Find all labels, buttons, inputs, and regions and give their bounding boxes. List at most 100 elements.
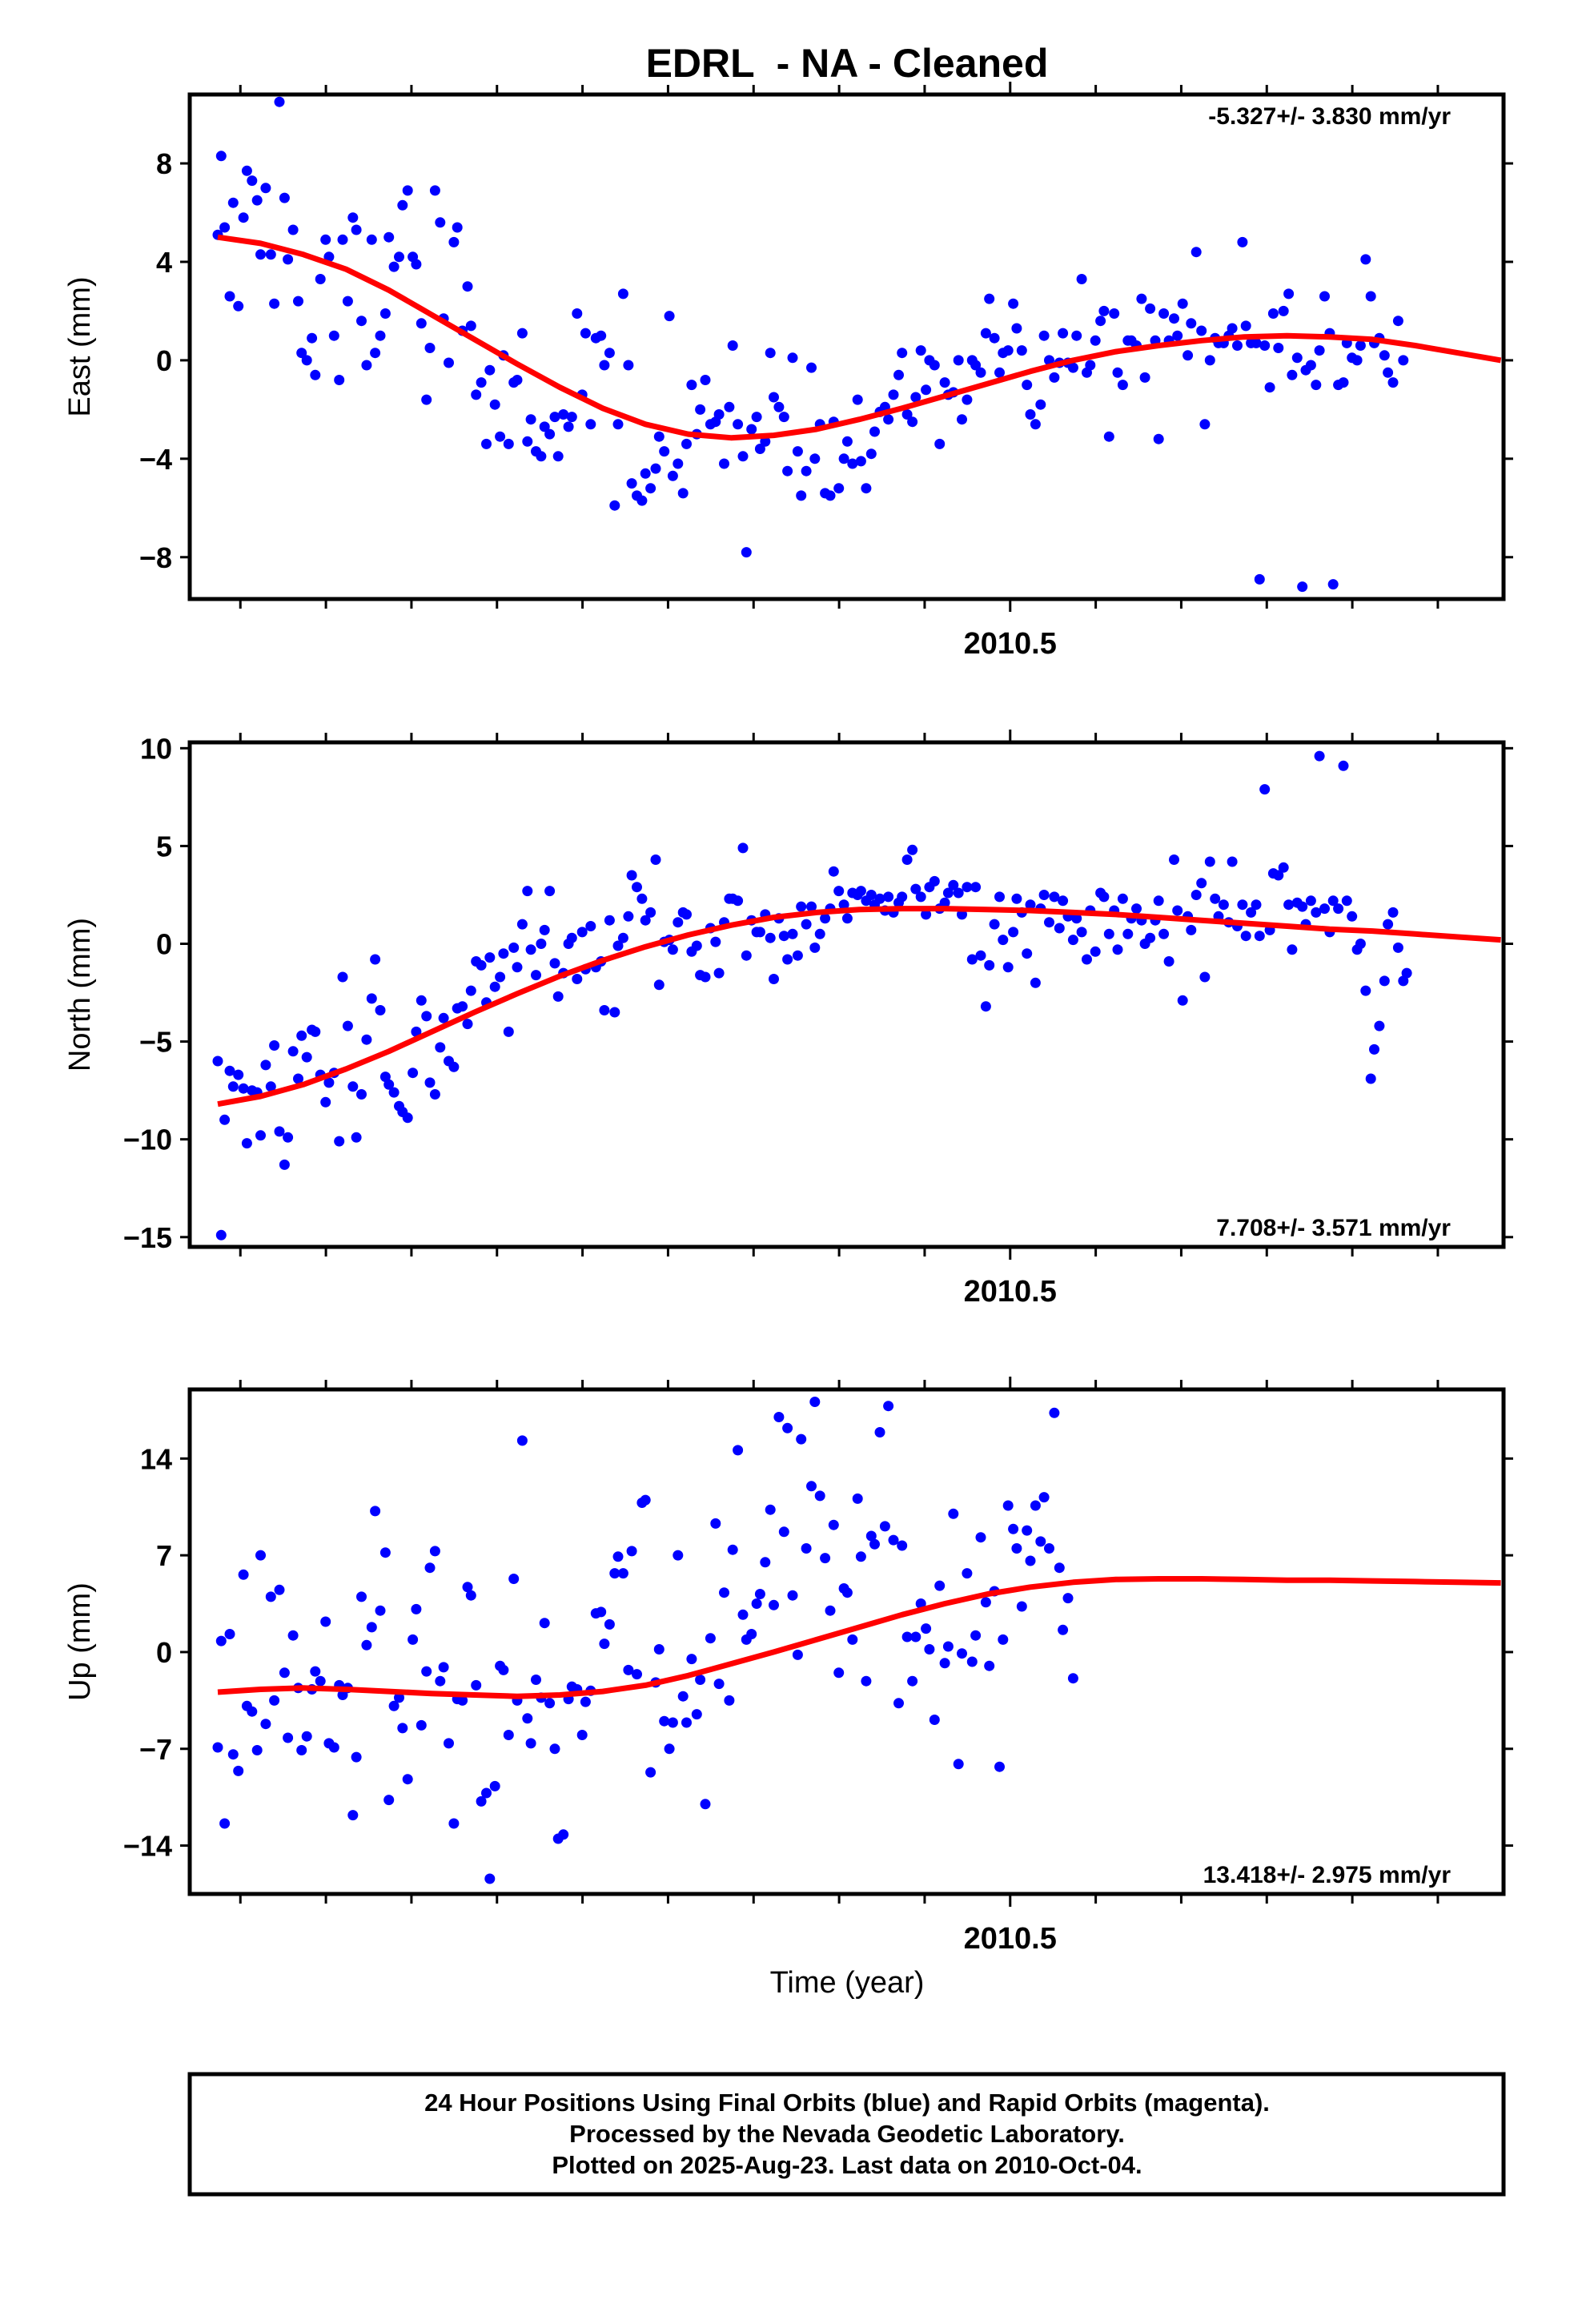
- east-ytick-label: 8: [156, 147, 172, 180]
- east-data-point: [599, 360, 610, 371]
- east-data-point: [746, 424, 757, 435]
- north-data-point: [733, 895, 744, 907]
- north-data-point: [942, 887, 954, 899]
- east-data-point: [484, 364, 496, 376]
- east-data-point: [847, 458, 858, 469]
- north-data-point: [320, 1096, 331, 1108]
- up-data-point: [1054, 1562, 1065, 1574]
- east-data-point: [1379, 350, 1390, 361]
- north-data-point: [874, 893, 885, 904]
- north-data-point: [1374, 1020, 1385, 1031]
- north-data-point: [632, 882, 642, 893]
- east-data-point: [1186, 318, 1197, 329]
- footer-box: 24 Hour Positions Using Final Orbits (bl…: [187, 2072, 1506, 2197]
- up-data-point: [238, 1569, 249, 1580]
- east-data-point: [1038, 330, 1050, 341]
- east-data-point: [1177, 298, 1188, 309]
- east-data-point: [659, 446, 670, 457]
- north-data-point: [301, 1051, 312, 1063]
- north-data-point: [274, 1126, 285, 1137]
- east-data-point: [1103, 431, 1114, 442]
- up-data-point: [549, 1743, 560, 1755]
- east-data-point: [495, 431, 506, 442]
- east-data-point: [653, 431, 665, 442]
- north-data-point: [1210, 893, 1221, 904]
- up-data-point: [962, 1568, 973, 1579]
- east-data-point: [787, 352, 798, 364]
- north-data-point: [1049, 891, 1060, 903]
- east-data-point: [1067, 362, 1078, 373]
- east-data-point: [516, 328, 528, 339]
- east-data-point: [522, 436, 533, 447]
- panels: −8 −4 0 4 8 2010.5 East (mm) -5.327+/- 3.830 mm…: [63, 82, 1513, 1956]
- east-data-point: [934, 438, 946, 449]
- up-data-point: [260, 1719, 271, 1730]
- east-data-point: [604, 348, 615, 359]
- east-data-point: [700, 375, 711, 385]
- north-data-point: [939, 897, 950, 908]
- north-data-point: [691, 940, 702, 951]
- up-data-point: [366, 1622, 377, 1633]
- east-data-point: [806, 362, 817, 373]
- up-data-point: [915, 1598, 926, 1609]
- east-data-point: [351, 224, 362, 235]
- north-data-point: [806, 901, 817, 912]
- east-data-point: [1145, 303, 1156, 314]
- up-data-point: [893, 1698, 904, 1709]
- east-data-point: [539, 421, 550, 432]
- up-data-point: [792, 1649, 803, 1660]
- north-data-point: [1305, 895, 1316, 907]
- east-data-point: [462, 281, 473, 292]
- east-data-point: [1273, 343, 1284, 353]
- north-data-point: [424, 1077, 436, 1088]
- east-data-point: [481, 438, 492, 449]
- north-data-point: [1122, 928, 1134, 939]
- north-data-point: [1387, 907, 1399, 918]
- north-data-point: [1287, 944, 1298, 955]
- footer-line-2: Processed by the Nevada Geodetic Laborat…: [569, 2120, 1125, 2148]
- up-data-point: [984, 1660, 995, 1671]
- up-data-point: [673, 1550, 684, 1561]
- north-ytick-label: −15: [123, 1221, 172, 1254]
- north-data-point: [636, 893, 648, 904]
- north-data-point: [337, 971, 348, 983]
- up-data-point: [869, 1538, 880, 1550]
- north-data-point: [435, 1042, 446, 1053]
- up-data-point: [737, 1609, 749, 1620]
- north-data-point: [1369, 1043, 1379, 1055]
- north-data-point: [265, 1081, 276, 1092]
- up-data-point: [623, 1664, 634, 1675]
- up-ytick-label: −14: [123, 1830, 172, 1863]
- footer-line-1: 24 Hour Positions Using Final Orbits (bl…: [424, 2089, 1270, 2117]
- east-data-point: [269, 298, 280, 309]
- north-data-point: [915, 891, 926, 903]
- east-data-point: [664, 311, 675, 322]
- north-data-point: [897, 891, 908, 903]
- north-data-point: [323, 1077, 335, 1088]
- up-data-point: [544, 1698, 556, 1709]
- up-data-point: [695, 1675, 706, 1685]
- up-data-point: [975, 1532, 986, 1543]
- east-data-point: [1002, 345, 1014, 356]
- up-data-point: [998, 1634, 1009, 1645]
- up-data-point: [664, 1743, 675, 1755]
- north-data-point: [438, 1012, 449, 1023]
- north-data-point: [1022, 948, 1033, 959]
- up-data-point: [347, 1810, 359, 1821]
- east-data-point: [489, 399, 500, 410]
- up-data-point: [929, 1715, 940, 1725]
- north-data-point: [604, 915, 615, 926]
- up-data-point: [828, 1519, 839, 1530]
- north-data-point: [241, 1138, 252, 1149]
- north-data-point: [787, 928, 798, 939]
- east-data-point: [980, 328, 991, 339]
- east-ytick-label: 4: [156, 246, 172, 279]
- east-data-point: [296, 348, 307, 359]
- east-data-point: [984, 293, 995, 304]
- north-data-point: [1379, 975, 1390, 987]
- north-data-point: [536, 939, 547, 949]
- east-data-point: [921, 384, 932, 396]
- up-data-point: [820, 1553, 831, 1564]
- north-model-curve: [217, 906, 1501, 1108]
- east-data-point: [1049, 372, 1060, 383]
